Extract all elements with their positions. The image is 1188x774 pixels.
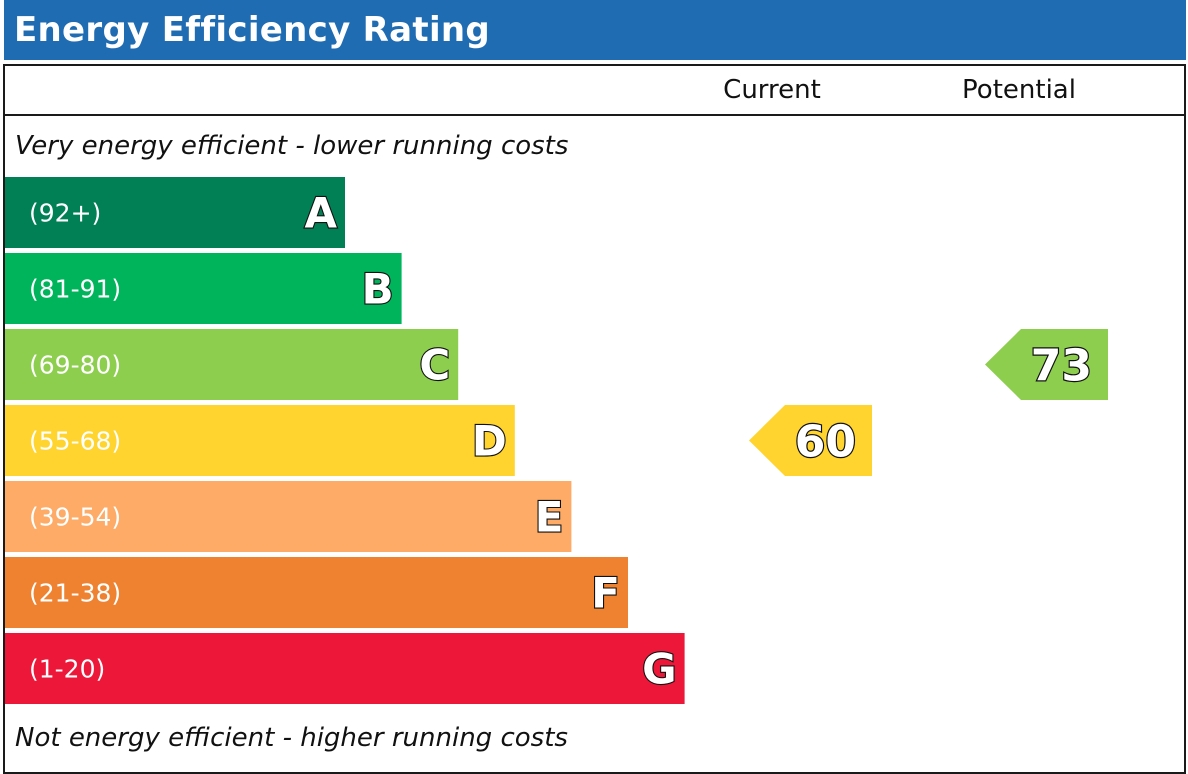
chart-header: Energy Efficiency Rating xyxy=(4,0,1186,60)
chart-title: Energy Efficiency Rating xyxy=(14,10,491,50)
band-d-letter: D xyxy=(472,417,507,466)
band-e-range: (39-54) xyxy=(29,503,121,532)
current-column-label: Current xyxy=(723,75,821,105)
band-d-bar xyxy=(5,405,515,476)
band-c-bar xyxy=(5,329,459,400)
band-g-letter: G xyxy=(642,645,676,694)
band-c-letter: C xyxy=(419,341,450,390)
band-f-letter: F xyxy=(591,569,620,618)
band-b-letter: B xyxy=(362,265,394,314)
band-a-range: (92+) xyxy=(29,199,101,228)
bottom-caption: Not energy efficient - higher running co… xyxy=(15,723,568,753)
band-c-range: (69-80) xyxy=(29,351,121,380)
current-score-arrow xyxy=(749,405,872,476)
potential-score-value: 73 xyxy=(1031,341,1092,392)
band-f-range: (21-38) xyxy=(29,579,121,608)
band-a-letter: A xyxy=(304,189,337,238)
band-e-bar xyxy=(5,481,572,552)
band-g-bar xyxy=(5,633,685,704)
potential-column-label: Potential xyxy=(962,75,1076,105)
top-caption: Very energy efficient - lower running co… xyxy=(15,131,569,161)
band-f-bar xyxy=(5,557,628,628)
band-b-bar xyxy=(5,253,402,324)
current-score-value: 60 xyxy=(795,417,856,468)
band-a-bar xyxy=(5,177,345,248)
band-g-range: (1-20) xyxy=(29,655,105,684)
band-e-letter: E xyxy=(535,493,564,542)
band-d-range: (55-68) xyxy=(29,427,121,456)
column-header-divider xyxy=(3,114,1186,116)
band-b-range: (81-91) xyxy=(29,275,121,304)
potential-score-arrow xyxy=(985,329,1108,400)
